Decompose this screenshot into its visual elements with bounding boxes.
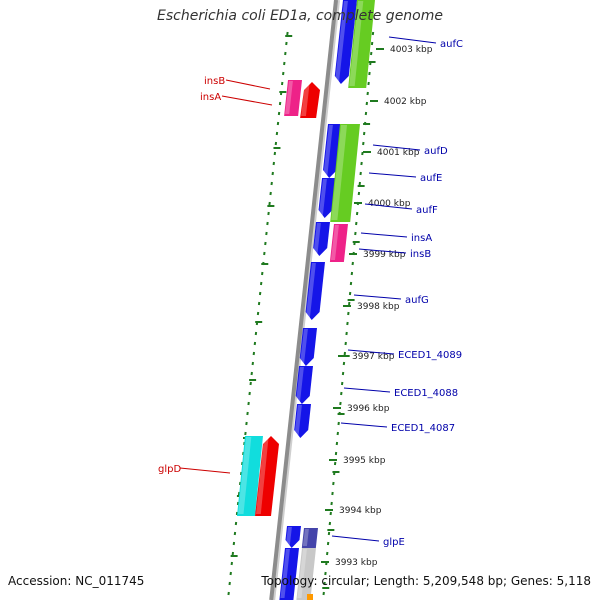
gene-labels: aufC aufD aufE aufF insA insB aufG ECED1_4089 EC… — [158, 36, 463, 548]
gene-label-insA_r: insA — [411, 233, 432, 244]
cds-aufC-outer-highlight — [349, 1, 364, 86]
dotted-tracks — [227, 31, 376, 596]
cds-4089 — [299, 328, 317, 366]
map-title: Escherichia coli ED1a, complete genome — [157, 8, 443, 24]
backbone — [269, 0, 340, 600]
gene-leader-line — [372, 144, 421, 151]
cds-aufD-highlight — [323, 125, 333, 176]
cds-glpE-a-highlight — [285, 527, 292, 546]
cds-4087 — [294, 404, 311, 438]
gene-leader-line — [179, 467, 231, 474]
cds-4089-highlight — [299, 329, 308, 364]
summary-text: Topology: circular; Length: 5,209,548 bp… — [261, 574, 591, 588]
cds-glpE-a — [285, 526, 301, 548]
cds-insA-l-highlight — [301, 83, 310, 116]
gene-leader-line — [221, 95, 273, 106]
cds-4087-highlight — [294, 405, 302, 436]
cds-aufG — [305, 262, 325, 320]
gene-label-aufF: aufF — [416, 205, 438, 216]
scale-tick-label: 3999 kbp — [363, 250, 406, 260]
scale-tick-label: 4002 kbp — [384, 97, 427, 107]
cds-aufC-block — [334, 0, 357, 84]
scale-tick-label: 3993 kbp — [335, 558, 378, 568]
scale-tick-label: 4000 kbp — [368, 199, 411, 209]
cds-aufF-green-highlight — [331, 125, 347, 220]
gene-label-glpE: glpE — [383, 537, 405, 548]
scale-tick-label: 3997 kbp — [352, 352, 395, 362]
gene-leader-line — [347, 349, 395, 355]
cds-glpE-b — [301, 528, 318, 548]
gene-leader-line — [364, 203, 413, 210]
gene-label-e4089: ECED1_4089 — [398, 350, 462, 361]
cds-lower-b — [296, 548, 316, 600]
cds-aufF-green — [330, 124, 360, 222]
gene-label-insB_l: insB — [204, 76, 225, 87]
cds-4088 — [295, 366, 313, 404]
cds-insB-l — [284, 80, 302, 116]
gene-label-insB_r: insB — [410, 249, 431, 260]
cds-insA-r-highlight — [313, 223, 321, 254]
scale-tick-label: 3994 kbp — [339, 506, 382, 516]
accession-text: Accession: NC_011745 — [8, 574, 145, 588]
gene-label-e4088: ECED1_4088 — [394, 388, 458, 399]
gene-label-aufG: aufG — [405, 295, 429, 306]
scale-ticks: 4003 kbp 4002 kbp 4001 kbp 4000 kbp 3999 kbp… — [321, 45, 433, 568]
gene-leader-line — [340, 422, 388, 428]
cds-aufE-highlight — [318, 179, 327, 216]
cds-glpD-cyan-highlight — [238, 437, 252, 514]
cds-aufC-outer — [348, 0, 375, 88]
gene-label-insA_l: insA — [200, 92, 221, 103]
gene-leader-line — [343, 387, 391, 393]
cds-glpD-cyan — [237, 436, 263, 516]
cds-lower-a — [279, 548, 299, 600]
gene-leader-line — [388, 36, 437, 44]
gene-label-aufC: aufC — [440, 39, 463, 50]
gene-leader-line — [368, 172, 417, 178]
cds-lower-b-highlight — [297, 549, 307, 598]
gene-label-aufE: aufE — [420, 173, 442, 184]
gene-leader-line — [331, 535, 380, 542]
cds-orange-stub — [307, 594, 313, 600]
gene-label-e4087: ECED1_4087 — [391, 423, 455, 434]
cds-aufG-highlight — [305, 263, 316, 318]
cds-lower-a-highlight — [280, 549, 290, 598]
gene-label-glpD: glpD — [158, 464, 181, 475]
cds-glpE-b-highlight — [302, 529, 309, 546]
cds-insA-r — [313, 222, 330, 256]
scale-tick-label: 3998 kbp — [357, 302, 400, 312]
cds-insB-r — [329, 224, 348, 262]
cds-4088-highlight — [295, 367, 304, 402]
cds-glpD-red — [255, 436, 279, 516]
gene-leader-line — [358, 248, 407, 254]
gene-label-aufD: aufD — [424, 146, 448, 157]
gene-leader-line — [225, 79, 271, 90]
scale-tick-label: 3995 kbp — [343, 456, 386, 466]
gene-leader-line — [360, 232, 408, 238]
cds-glpD-red-highlight — [256, 437, 269, 514]
cds-insA-l — [300, 82, 320, 118]
scale-tick-label: 4001 kbp — [377, 148, 420, 158]
backbone-line — [269, 0, 338, 600]
cds-insB-l-highlight — [285, 81, 293, 114]
cds-aufC-block-highlight — [334, 1, 348, 82]
scale-tick-label: 4003 kbp — [390, 45, 433, 55]
cds-insB-r-highlight — [330, 225, 339, 260]
scale-tick-label: 3996 kbp — [347, 404, 390, 414]
gene-leader-line — [353, 294, 402, 300]
features — [237, 0, 375, 600]
